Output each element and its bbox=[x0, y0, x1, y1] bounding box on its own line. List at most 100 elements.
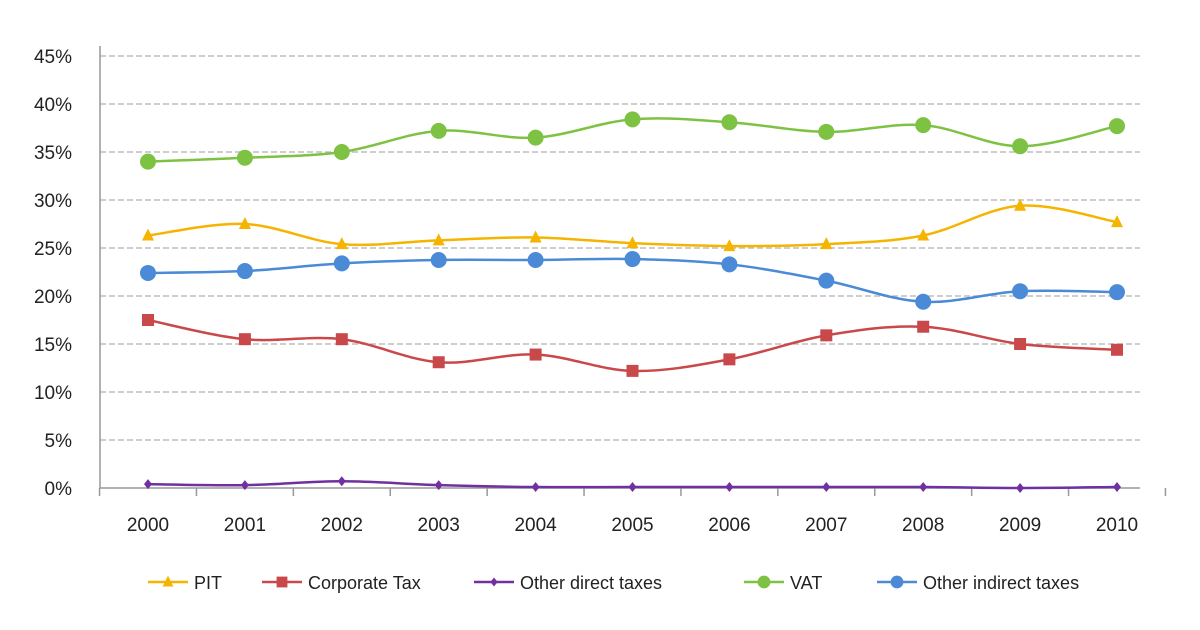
marker-circle bbox=[430, 122, 447, 139]
marker-circle bbox=[236, 149, 253, 166]
marker-circle bbox=[430, 252, 447, 268]
marker-circle bbox=[915, 117, 932, 134]
x-tick-label: 2000 bbox=[127, 515, 169, 536]
marker-triangle bbox=[1111, 215, 1123, 228]
marker-diamond bbox=[337, 476, 346, 487]
marker-diamond bbox=[240, 480, 249, 491]
marker-triangle bbox=[723, 239, 736, 252]
y-tick-label: 20% bbox=[34, 287, 72, 308]
legend-item: VAT bbox=[744, 573, 822, 593]
marker-circle bbox=[721, 114, 738, 131]
marker-circle bbox=[140, 153, 156, 170]
series-pit bbox=[142, 198, 1123, 252]
marker-circle bbox=[527, 252, 544, 268]
marker-square bbox=[142, 314, 154, 326]
y-tick-label: 45% bbox=[34, 47, 72, 68]
marker-square bbox=[335, 333, 348, 346]
y-tick-label: 0% bbox=[45, 479, 73, 500]
marker-circle bbox=[721, 256, 738, 273]
marker-diamond bbox=[725, 482, 734, 493]
marker-triangle bbox=[820, 237, 833, 250]
y-tick-label: 30% bbox=[34, 191, 72, 212]
marker-square bbox=[276, 576, 288, 588]
marker-square bbox=[1111, 343, 1123, 356]
marker-diamond bbox=[490, 577, 498, 587]
legend-label: PIT bbox=[194, 573, 222, 593]
marker-square bbox=[432, 356, 445, 369]
series-other-direct-taxes bbox=[144, 476, 1121, 493]
series-lines bbox=[140, 111, 1125, 493]
marker-triangle bbox=[142, 228, 154, 241]
x-tick-label: 2005 bbox=[611, 515, 653, 536]
marker-square bbox=[820, 329, 833, 342]
marker-square bbox=[917, 320, 930, 333]
legend-item: Other indirect taxes bbox=[877, 573, 1079, 593]
marker-diamond bbox=[434, 480, 443, 491]
marker-diamond bbox=[144, 479, 152, 490]
marker-triangle bbox=[529, 230, 542, 243]
marker-triangle bbox=[1014, 198, 1027, 211]
marker-triangle bbox=[917, 228, 930, 241]
marker-triangle bbox=[335, 237, 348, 250]
marker-square bbox=[723, 353, 736, 366]
marker-diamond bbox=[1113, 482, 1121, 493]
y-tick-label: 15% bbox=[34, 335, 72, 356]
y-tick-label: 5% bbox=[45, 431, 73, 452]
y-tick-label: 25% bbox=[34, 239, 72, 260]
x-tick-label: 2008 bbox=[902, 515, 944, 536]
y-axis-ticks: 0% 5% 10% 15% 20% 25% 30% 35% 40% 45% bbox=[34, 47, 72, 500]
series-vat bbox=[140, 111, 1125, 170]
marker-circle bbox=[624, 111, 641, 128]
legend-item: Other direct taxes bbox=[474, 573, 662, 593]
x-tick-label: 2004 bbox=[514, 515, 557, 536]
marker-triangle bbox=[238, 217, 251, 229]
x-tick-label: 2006 bbox=[708, 515, 750, 536]
marker-circle bbox=[1012, 138, 1029, 155]
x-axis-ticks: 2000 2001 2002 2003 2004 2005 2006 2007 2008 2009… bbox=[127, 515, 1138, 536]
marker-circle bbox=[333, 144, 350, 160]
marker-square bbox=[626, 364, 639, 377]
y-tick-label: 10% bbox=[34, 383, 72, 404]
marker-square bbox=[529, 348, 542, 361]
x-tick-label: 2003 bbox=[418, 515, 460, 536]
marker-diamond bbox=[822, 482, 831, 493]
marker-triangle bbox=[432, 233, 445, 246]
marker-circle bbox=[1109, 284, 1125, 301]
marker-circle bbox=[818, 123, 835, 140]
x-tick-label: 2010 bbox=[1096, 515, 1138, 536]
marker-circle bbox=[333, 255, 350, 272]
marker-circle bbox=[890, 575, 904, 589]
series-corporate-tax bbox=[142, 314, 1123, 377]
marker-circle bbox=[757, 575, 771, 589]
marker-square bbox=[1014, 338, 1027, 350]
x-tick-label: 2007 bbox=[805, 515, 847, 536]
legend-item: Corporate Tax bbox=[262, 573, 421, 593]
marker-diamond bbox=[1016, 483, 1025, 493]
legend-item: PIT bbox=[148, 573, 222, 593]
y-tick-label: 40% bbox=[34, 95, 72, 116]
marker-circle bbox=[1012, 283, 1029, 300]
marker-circle bbox=[818, 272, 835, 289]
marker-diamond bbox=[531, 482, 540, 493]
legend-label: Other indirect taxes bbox=[923, 573, 1079, 593]
x-tick-label: 2002 bbox=[321, 515, 363, 536]
gridlines bbox=[100, 55, 1140, 441]
series-other-indirect-taxes bbox=[140, 251, 1125, 310]
marker-diamond bbox=[628, 482, 637, 493]
marker-circle bbox=[140, 264, 156, 281]
marker-circle bbox=[1109, 118, 1125, 135]
legend-label: Other direct taxes bbox=[520, 573, 662, 593]
marker-circle bbox=[624, 251, 641, 268]
legend: PIT Corporate Tax Other direct taxes VAT Oth… bbox=[148, 573, 1079, 593]
marker-circle bbox=[527, 129, 544, 146]
x-tick-label: 2009 bbox=[999, 515, 1041, 536]
y-tick-label: 35% bbox=[34, 143, 72, 164]
marker-diamond bbox=[919, 482, 928, 493]
legend-label: Corporate Tax bbox=[308, 573, 421, 593]
x-tick-label: 2001 bbox=[224, 515, 266, 536]
marker-circle bbox=[915, 293, 932, 310]
marker-square bbox=[238, 333, 251, 346]
series-line bbox=[147, 318, 1118, 373]
marker-triangle bbox=[162, 575, 174, 587]
